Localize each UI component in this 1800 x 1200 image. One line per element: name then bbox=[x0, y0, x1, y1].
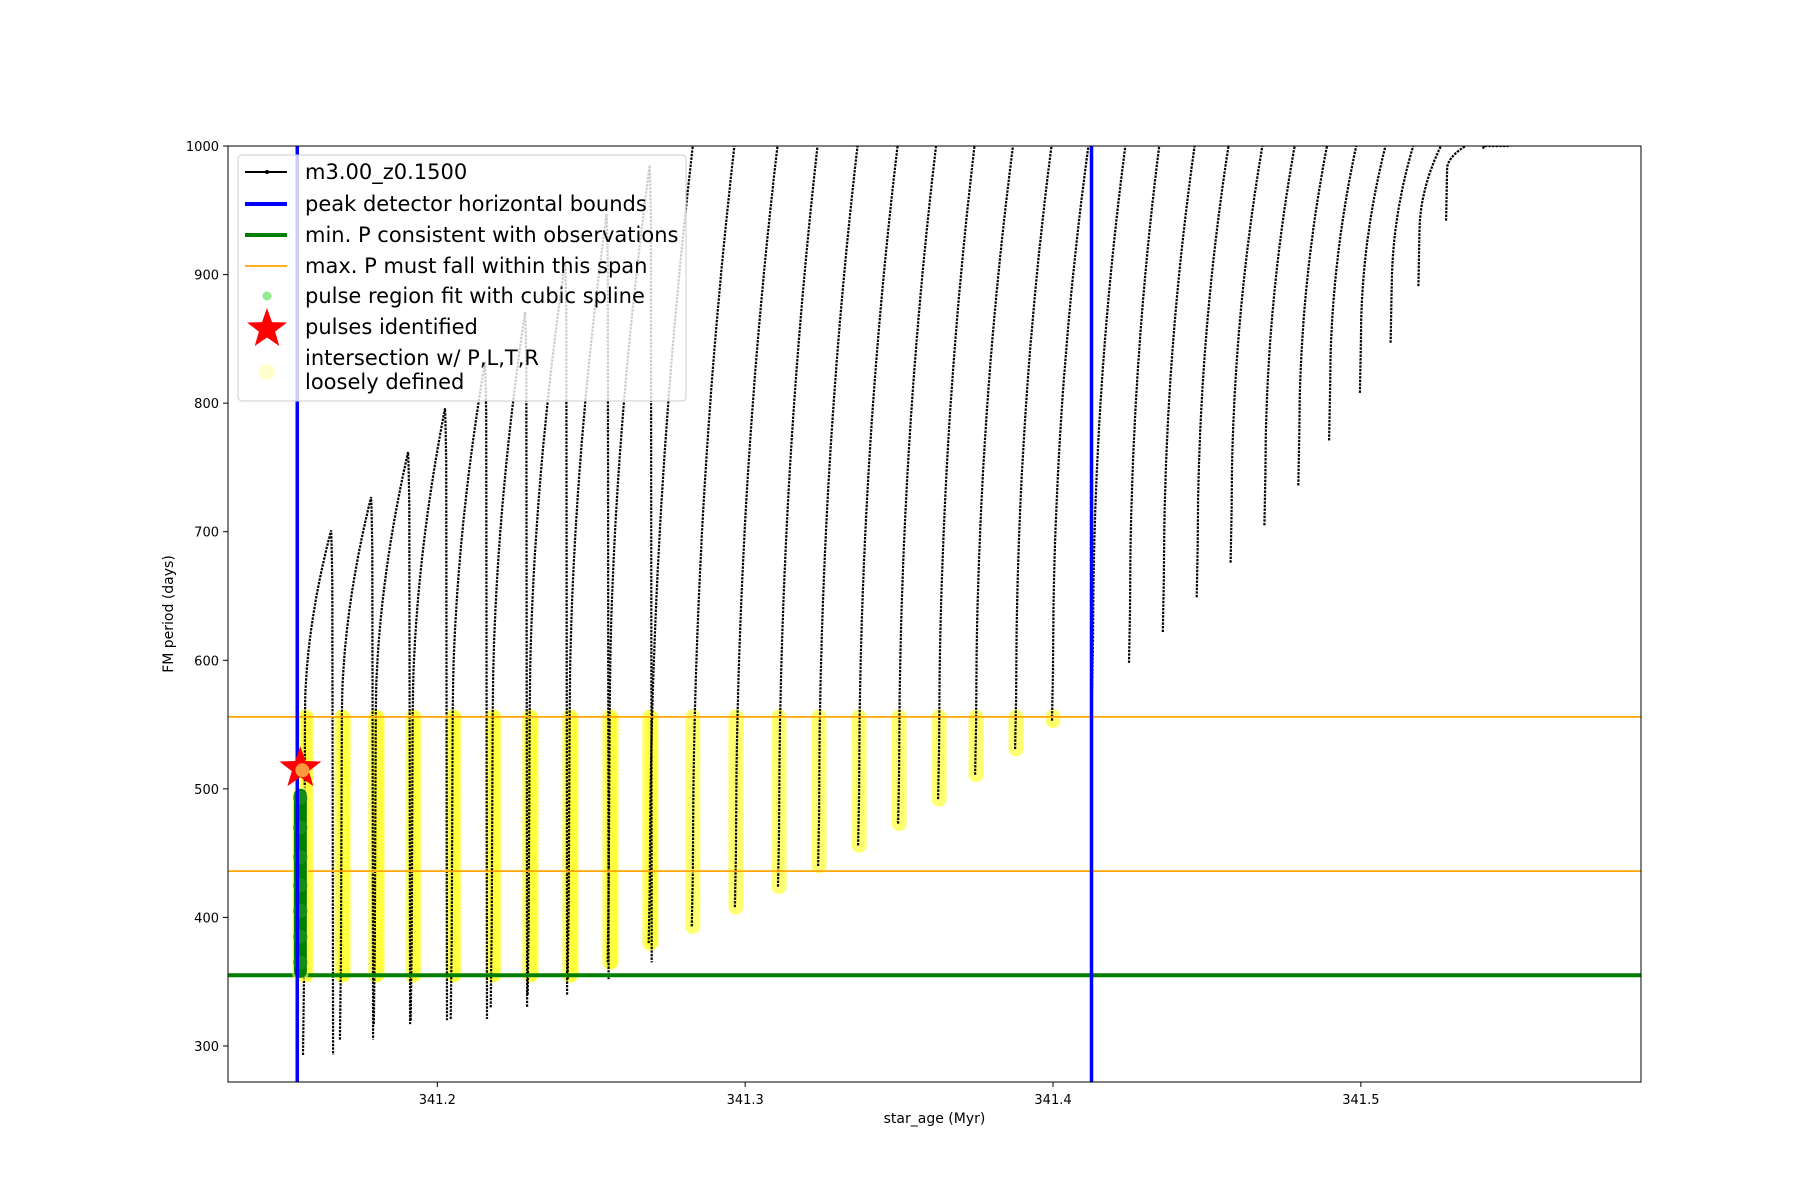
x-tick-label: 341.4 bbox=[1034, 1093, 1071, 1108]
period-curve-segment bbox=[1417, 146, 1442, 287]
x-tick-label: 341.2 bbox=[419, 1093, 456, 1108]
legend-box bbox=[237, 154, 687, 402]
pulse-fit-point bbox=[293, 878, 308, 893]
period-curve-segment bbox=[690, 146, 736, 927]
x-axis: 341.2 341.3 341.4 341.5 bbox=[419, 1082, 1379, 1108]
legend-key-dot bbox=[262, 291, 272, 301]
period-curve-segment bbox=[1090, 146, 1127, 693]
y-tick-label: 700 bbox=[194, 526, 219, 541]
pulse-fit-points bbox=[292, 784, 309, 982]
y-tick-label: 500 bbox=[194, 783, 219, 798]
pulse-fit-point bbox=[293, 850, 308, 864]
y-tick-label: 800 bbox=[194, 397, 219, 412]
legend-label: peak detector horizontal bounds bbox=[305, 192, 647, 216]
period-curve-segment bbox=[372, 451, 412, 1025]
legend-label: intersection w/ P,L,T,R bbox=[305, 346, 539, 370]
y-tick-label: 900 bbox=[194, 269, 219, 284]
period-curve-segment bbox=[301, 530, 335, 1056]
period-curve-segment bbox=[1297, 146, 1329, 486]
legend-label: max. P must fall within this span bbox=[305, 254, 647, 278]
y-axis-label: FM period (days) bbox=[161, 555, 177, 673]
pulse-fit-point bbox=[293, 904, 308, 918]
pulse-fit-point bbox=[293, 955, 308, 970]
period-curve-segment bbox=[1127, 146, 1161, 663]
x-tick-label: 341.5 bbox=[1342, 1093, 1379, 1108]
period-curve-segment bbox=[1050, 146, 1090, 721]
legend-label: pulse region fit with cubic spline bbox=[305, 284, 645, 308]
legend-label: loosely defined bbox=[305, 370, 464, 394]
legend-label: m3.00_z0.1500 bbox=[305, 160, 467, 185]
period-curve-segment bbox=[937, 146, 976, 800]
period-curve-segment bbox=[974, 146, 1015, 775]
period-curve-segment bbox=[1263, 146, 1296, 526]
period-curve-segment bbox=[817, 146, 859, 867]
y-tick-label: 1000 bbox=[186, 140, 219, 155]
legend-item: pulses identified bbox=[247, 308, 478, 346]
plot-frame bbox=[227, 145, 1642, 1083]
y-tick-label: 600 bbox=[194, 654, 219, 669]
period-curve-segment bbox=[1389, 146, 1415, 343]
legend-item: pulse region fit with cubic spline bbox=[262, 284, 645, 308]
x-axis-label: star_age (Myr) bbox=[884, 1111, 986, 1127]
period-curve-segment bbox=[776, 146, 819, 887]
y-tick-label: 400 bbox=[194, 911, 219, 926]
period-curve-segment bbox=[1195, 146, 1230, 598]
period-curve-segment bbox=[1328, 146, 1358, 441]
legend-key-dot bbox=[265, 170, 269, 174]
legend-item: min. P consistent with observations bbox=[245, 223, 678, 247]
period-curve-segment bbox=[1161, 146, 1196, 633]
period-curve-segment bbox=[338, 496, 375, 1040]
legend-item: max. P must fall within this span bbox=[245, 254, 647, 278]
period-curve-segment bbox=[1445, 146, 1467, 221]
period-curve-segment bbox=[897, 146, 938, 824]
pulse-star-highlight bbox=[295, 763, 310, 778]
period-curve-segment bbox=[857, 146, 899, 846]
legend-label: pulses identified bbox=[305, 315, 478, 339]
legend-key-star bbox=[247, 308, 287, 346]
period-curve-segment bbox=[409, 408, 449, 1021]
period-curve-segment bbox=[1229, 146, 1264, 563]
period-curve-segment bbox=[1358, 146, 1387, 393]
legend-item: m3.00_z0.1500 bbox=[245, 160, 467, 185]
x-tick-label: 341.3 bbox=[727, 1093, 764, 1108]
legend-key-dot bbox=[259, 364, 275, 380]
pulse-fit-point bbox=[293, 790, 308, 805]
legend-item: peak detector horizontal bounds bbox=[245, 192, 647, 216]
legend-label: min. P consistent with observations bbox=[305, 223, 678, 247]
pulse-fit-point bbox=[293, 929, 308, 944]
y-axis: 300 400 500 600 700 800 900 1000 bbox=[186, 140, 228, 1055]
period-curve-segment bbox=[1014, 146, 1053, 750]
pulse-fit-point bbox=[293, 820, 308, 835]
y-tick-label: 300 bbox=[194, 1040, 219, 1055]
period-curve-segment bbox=[733, 146, 779, 908]
